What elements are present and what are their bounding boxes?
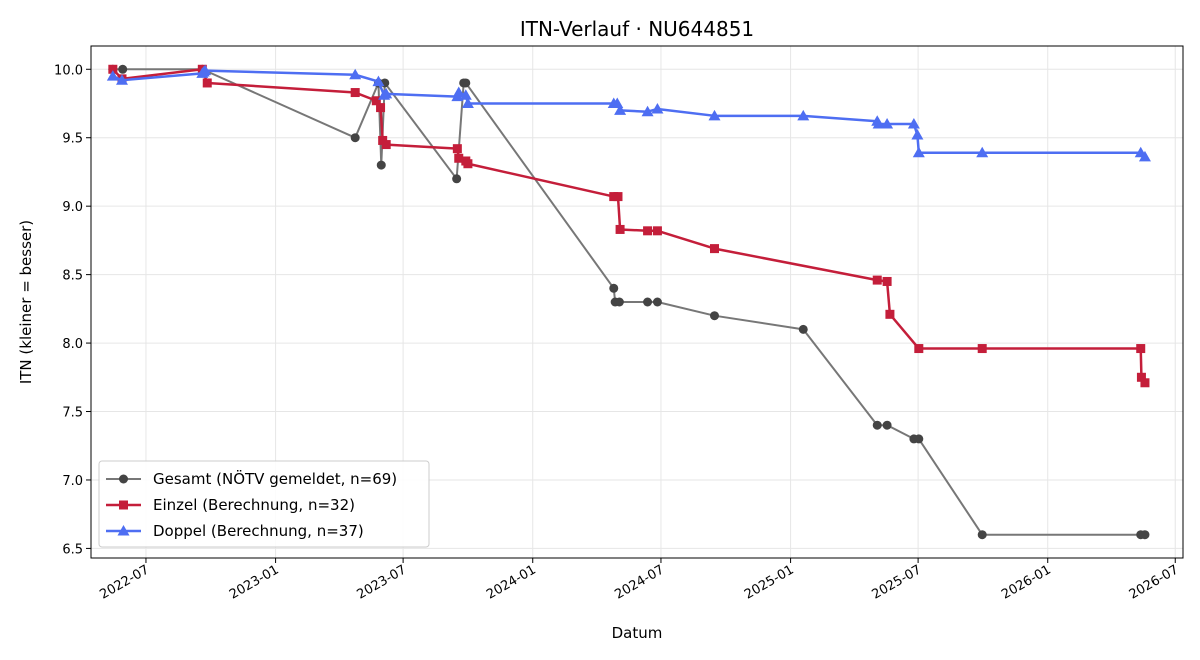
- y-tick-label: 9.0: [62, 200, 83, 215]
- legend-label: Doppel (Berechnung, n=37): [153, 522, 364, 540]
- data-point: [614, 104, 627, 115]
- data-point: [463, 159, 473, 169]
- data-point: [885, 309, 895, 319]
- data-point: [881, 118, 894, 129]
- data-point: [977, 344, 987, 354]
- data-point: [118, 64, 128, 74]
- data-point: [882, 276, 892, 286]
- data-point: [872, 275, 882, 285]
- data-point: [615, 224, 625, 234]
- data-point: [1140, 378, 1150, 388]
- x-axis-title: Datum: [612, 624, 663, 642]
- data-point: [372, 75, 385, 87]
- legend-label: Gesamt (NÖTV gemeldet, n=69): [153, 469, 397, 488]
- data-point: [376, 103, 386, 113]
- data-point: [614, 297, 624, 307]
- data-point: [1138, 150, 1151, 162]
- chart-title: ITN-Verlauf · NU644851: [520, 17, 754, 41]
- data-point: [452, 174, 462, 184]
- data-point: [652, 297, 662, 307]
- data-point: [380, 87, 393, 99]
- data-point: [452, 144, 462, 154]
- data-point: [907, 118, 920, 129]
- data-point: [709, 311, 719, 321]
- series-triangle-group: [106, 64, 1151, 162]
- legend: Gesamt (NÖTV gemeldet, n=69) Einzel (Bere…: [98, 460, 430, 548]
- legend-swatch-marker: [119, 500, 128, 510]
- y-axis-title: ITN (kleiner = besser): [17, 220, 35, 384]
- data-point: [651, 102, 664, 114]
- data-point: [1136, 372, 1146, 382]
- data-point: [977, 530, 987, 540]
- data-point: [643, 297, 653, 307]
- data-point: [652, 226, 662, 236]
- plot-frame: [90, 45, 1184, 559]
- y-axis-ticks: 6.5 7.0 7.5 8.0 8.5 9.0 9.5 10.0: [54, 63, 91, 557]
- data-point: [798, 324, 808, 334]
- data-point: [882, 420, 892, 430]
- y-tick-label: 7.0: [62, 474, 83, 489]
- data-point: [609, 283, 619, 293]
- y-tick-label: 8.0: [62, 337, 83, 352]
- legend-label: Einzel (Berechnung, n=32): [153, 496, 355, 514]
- data-point: [199, 64, 212, 76]
- data-point: [708, 109, 721, 121]
- y-tick-label: 6.5: [62, 542, 83, 557]
- y-tick-label: 10.0: [54, 63, 83, 78]
- data-point: [613, 192, 623, 202]
- legend-box: [98, 460, 430, 548]
- data-point: [461, 78, 471, 88]
- data-point: [872, 420, 882, 430]
- data-point: [108, 64, 118, 74]
- data-point: [381, 140, 391, 150]
- data-point: [643, 226, 653, 236]
- data-point: [115, 74, 128, 85]
- data-point: [376, 160, 386, 170]
- data-point: [350, 88, 360, 98]
- data-point: [459, 89, 472, 100]
- data-point: [202, 78, 212, 88]
- y-tick-label: 7.5: [62, 406, 83, 421]
- data-point: [709, 244, 719, 254]
- data-point: [914, 344, 924, 354]
- legend-swatch-marker: [117, 525, 130, 536]
- data-point: [914, 434, 924, 444]
- y-tick-label: 8.5: [62, 269, 83, 284]
- data-point: [912, 146, 925, 158]
- data-point: [461, 97, 474, 108]
- data-point: [911, 128, 924, 140]
- legend-swatch-marker: [119, 474, 128, 484]
- data-point: [976, 146, 989, 158]
- series-layer: [106, 64, 1151, 540]
- data-point: [872, 118, 885, 129]
- data-point: [641, 105, 654, 117]
- data-point: [1136, 344, 1146, 354]
- data-point: [350, 133, 360, 143]
- data-point: [106, 70, 119, 81]
- data-point: [349, 68, 362, 80]
- data-point: [371, 96, 381, 106]
- data-point: [1140, 530, 1150, 540]
- data-point: [452, 86, 465, 98]
- y-tick-label: 9.5: [62, 132, 83, 147]
- data-point: [797, 109, 810, 121]
- data-point: [454, 153, 464, 163]
